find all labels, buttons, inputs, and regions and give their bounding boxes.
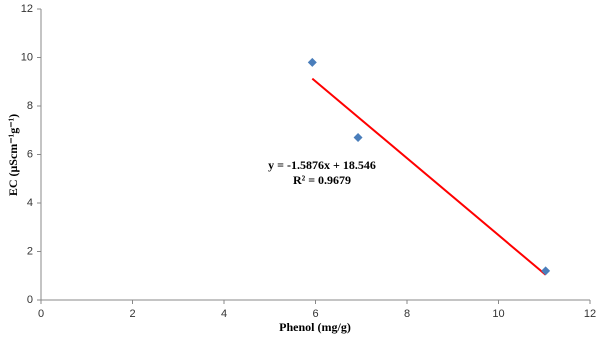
x-tick-label: 2 (129, 308, 135, 320)
point (353, 133, 363, 143)
y-tick-label: 4 (27, 197, 33, 209)
x-tick-label: 8 (404, 308, 410, 320)
x-tick-label: 6 (312, 308, 318, 320)
y-tick-label: 12 (21, 3, 33, 15)
trendline (311, 77, 547, 276)
point (541, 266, 551, 276)
x-axis-label: Phenol (mg/g) (279, 320, 351, 334)
r-squared: R² = 0.9679 (293, 173, 351, 187)
x-tick-label: 12 (584, 308, 596, 320)
y-tick-label: 8 (27, 100, 33, 112)
x-tick-label: 0 (38, 308, 44, 320)
y-tick-label: 10 (21, 51, 33, 63)
point (307, 57, 317, 67)
y-tick-label: 6 (27, 148, 33, 160)
y-axis-label: EC (μScm⁻¹g⁻¹) (6, 114, 20, 196)
equation: y = -1.5876x + 18.546 (268, 158, 376, 172)
x-tick-label: 4 (221, 308, 227, 320)
y-tick-label: 2 (27, 245, 33, 257)
y-tick-label: 0 (27, 294, 33, 306)
x-tick-label: 10 (492, 308, 504, 320)
